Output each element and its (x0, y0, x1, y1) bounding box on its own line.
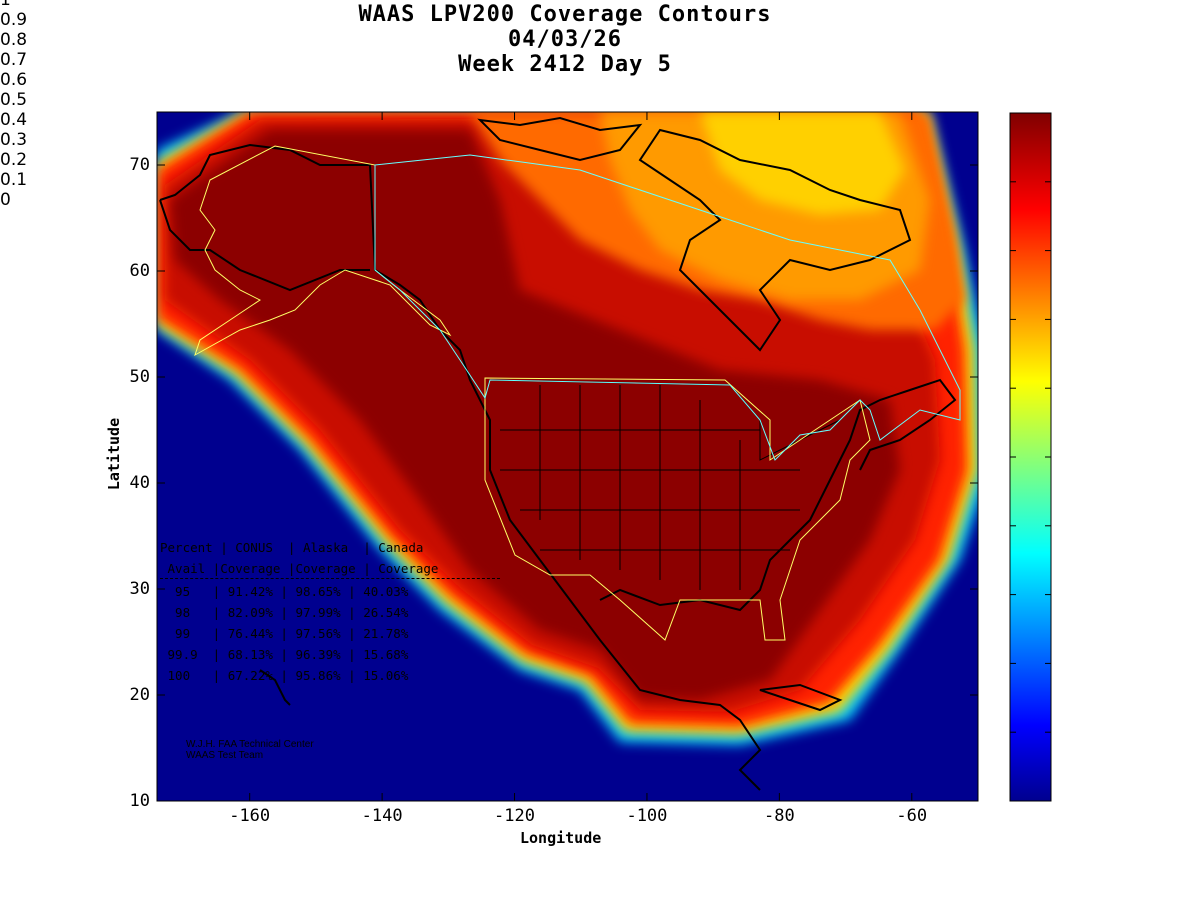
colorbar-tick-label: 0.4 (0, 110, 28, 130)
y-tick-label: 40 (129, 473, 150, 493)
coverage-table: Percent | CONUS | Alaska | Canada Avail … (160, 516, 500, 708)
y-axis-label: Latitude (105, 417, 123, 491)
colorbar-tick-label: 1 (0, 0, 11, 10)
credit-line-2: WAAS Test Team (186, 750, 264, 761)
y-tick-label: 70 (129, 155, 150, 175)
colorbar-tick-label: 0 (0, 190, 11, 210)
colorbar-tick-label: 0.3 (0, 130, 28, 150)
credit-line-1: W.J.H. FAA Technical Center (186, 739, 314, 750)
y-tick-label: 10 (129, 791, 150, 811)
x-tick-label: -120 (494, 806, 536, 826)
x-axis-label: Longitude (520, 829, 602, 847)
coverage-table-divider (160, 577, 500, 579)
chart-week-day: Week 2412 Day 5 (458, 52, 672, 77)
coverage-table-row: 98 | 82.09% | 97.99% | 26.54% (160, 604, 409, 620)
coverage-table-row: 99 | 76.44% | 97.56% | 21.78% (160, 626, 409, 642)
coverage-table-row: 99.9 | 68.13% | 96.39% | 15.68% (160, 647, 409, 663)
coverage-table-header-1: Percent | CONUS | Alaska | Canada (160, 540, 424, 556)
coverage-band-canada-yellow (700, 112, 905, 215)
x-tick-marks (249, 112, 913, 801)
x-tick-label: -160 (229, 806, 271, 826)
plot-frame (156, 111, 979, 802)
credit-text: W.J.H. FAA Technical Center WAAS Test Te… (186, 739, 314, 761)
y-tick-label: 30 (129, 579, 150, 599)
colorbar (1010, 113, 1051, 801)
coverage-table-row: 95 | 91.42% | 98.65% | 40.03% (160, 583, 409, 599)
y-tick-label: 20 (129, 685, 150, 705)
colorbar-tick-label: 0.5 (0, 90, 28, 110)
y-tick-label: 60 (129, 261, 150, 281)
x-tick-label: -60 (896, 806, 928, 826)
x-tick-label: -80 (764, 806, 795, 826)
chart-title: WAAS LPV200 Coverage Contours (358, 2, 772, 27)
colorbar-tick-label: 0.9 (0, 10, 28, 30)
canada-boundary (374, 154, 961, 461)
coverage-table-row: 100 | 67.22% | 95.86% | 15.06% (160, 668, 409, 684)
coastlines (159, 116, 957, 791)
coverage-field (157, 112, 978, 801)
colorbar-tick-label: 0.2 (0, 150, 28, 170)
colorbar-tick-label: 0.6 (0, 70, 28, 90)
colorbar-tick-label: 0.7 (0, 50, 28, 70)
colorbar-tick-labels: 1 0.9 0.8 0.7 0.6 0.5 0.4 0.3 0.2 0.1 0 (0, 0, 1200, 220)
x-tick-label: -140 (361, 806, 403, 826)
y-tick-marks (157, 164, 978, 802)
colorbar-tick-marks (1010, 112, 1051, 802)
coverage-table-header-2: Avail |Coverage |Coverage | Coverage (160, 561, 439, 577)
chart-date: 04/03/26 (508, 27, 622, 52)
colorbar-tick-label: 0.1 (0, 170, 28, 190)
y-tick-label: 50 (129, 367, 150, 387)
x-tick-label: -100 (626, 806, 668, 826)
colorbar-tick-label: 0.8 (0, 30, 28, 50)
